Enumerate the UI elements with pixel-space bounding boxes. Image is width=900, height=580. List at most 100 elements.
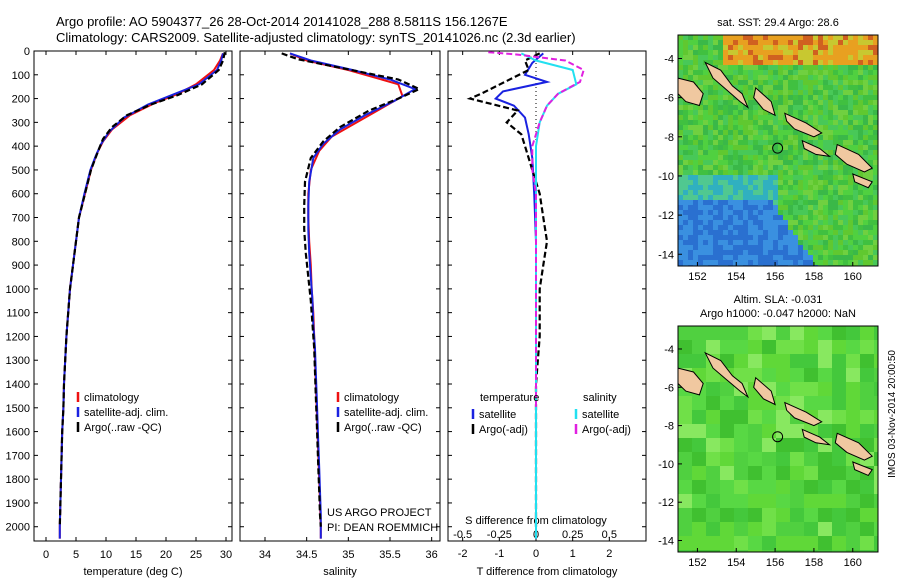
- map-cell: [858, 50, 863, 55]
- map-cell: [853, 95, 858, 100]
- map-sla: [677, 326, 878, 552]
- map-cell: [698, 260, 703, 265]
- map-cell: [748, 95, 753, 100]
- map-cell: [753, 115, 758, 120]
- map-cell: [818, 225, 823, 230]
- map-cell: [863, 205, 868, 210]
- map-cell: [706, 480, 720, 494]
- map-cell: [793, 205, 798, 210]
- map-cell: [720, 536, 734, 550]
- map-cell: [763, 80, 768, 85]
- map-cell: [753, 190, 758, 195]
- map-cell: [688, 240, 693, 245]
- map-cell: [728, 45, 733, 50]
- y-tick-label: 1500: [6, 403, 30, 415]
- map-cell: [678, 260, 683, 265]
- map-cell: [768, 190, 773, 195]
- map-cell: [848, 240, 853, 245]
- map-cell: [788, 45, 793, 50]
- map-cell: [808, 120, 813, 125]
- map-x-tick-label: 156: [766, 557, 784, 569]
- map-cell: [728, 70, 733, 75]
- map-cell: [708, 240, 713, 245]
- map-cell: [693, 40, 698, 45]
- map-cell: [773, 55, 778, 60]
- map-cell: [738, 125, 743, 130]
- map-cell: [873, 140, 878, 145]
- map-cell: [762, 536, 776, 550]
- map-cell: [678, 100, 683, 105]
- map-cell: [818, 424, 832, 438]
- map-cell: [858, 225, 863, 230]
- map-cell: [788, 80, 793, 85]
- map-cell: [688, 145, 693, 150]
- map-y-tick-label: -10: [658, 459, 674, 471]
- map-cell: [793, 140, 798, 145]
- map-cell: [748, 438, 762, 452]
- map-cell: [758, 230, 763, 235]
- map-cell: [743, 225, 748, 230]
- map-cell: [708, 260, 713, 265]
- map-cell: [838, 190, 843, 195]
- x-tick-label: 36: [426, 549, 438, 561]
- map-cell: [818, 354, 832, 368]
- map-cell: [863, 80, 868, 85]
- map-cell: [713, 260, 718, 265]
- map-cell: [843, 145, 848, 150]
- map-cell: [693, 70, 698, 75]
- map-cell: [843, 100, 848, 105]
- map-cell: [692, 354, 706, 368]
- map-cell: [788, 185, 793, 190]
- map-cell: [733, 230, 738, 235]
- map-cell: [823, 180, 828, 185]
- map-cell: [776, 466, 790, 480]
- map-cell: [693, 130, 698, 135]
- map-cell: [813, 245, 818, 250]
- map-cell: [808, 160, 813, 165]
- map-cell: [823, 250, 828, 255]
- map-cell: [773, 175, 778, 180]
- map-cell: [773, 35, 778, 40]
- map-cell: [758, 240, 763, 245]
- map-cell: [858, 70, 863, 75]
- y-tick-label: 600: [12, 189, 30, 201]
- map-cell: [728, 150, 733, 155]
- map-cell: [788, 100, 793, 105]
- map-cell: [706, 466, 720, 480]
- map-cell: [778, 110, 783, 115]
- map-cell: [838, 180, 843, 185]
- map-cell: [763, 120, 768, 125]
- map-cell: [748, 155, 753, 160]
- map-cell: [733, 150, 738, 155]
- map-cell: [698, 160, 703, 165]
- map-cell: [718, 50, 723, 55]
- map-cell: [738, 175, 743, 180]
- map-cell: [688, 140, 693, 145]
- map-cell: [758, 180, 763, 185]
- map-cell: [698, 200, 703, 205]
- map-cell: [838, 170, 843, 175]
- map-cell: [838, 35, 843, 40]
- map-cell: [793, 40, 798, 45]
- map-cell: [783, 70, 788, 75]
- map-cell: [838, 95, 843, 100]
- map-cell: [723, 170, 728, 175]
- map-cell: [833, 255, 838, 260]
- map-cell: [688, 210, 693, 215]
- map-cell: [768, 140, 773, 145]
- header-line-1: Argo profile: AO 5904377_26 28-Oct-2014 …: [56, 14, 508, 29]
- map-cell: [818, 45, 823, 50]
- map-cell: [828, 135, 833, 140]
- map-cell: [808, 250, 813, 255]
- map-cell: [783, 55, 788, 60]
- map-cell: [763, 70, 768, 75]
- map-cell: [838, 120, 843, 125]
- map-cell: [738, 70, 743, 75]
- map-cell: [738, 240, 743, 245]
- map-cell: [823, 115, 828, 120]
- map-sst: [677, 35, 878, 266]
- map-cell: [873, 50, 878, 55]
- map-cell: [688, 155, 693, 160]
- map-cell: [863, 110, 868, 115]
- map-cell: [868, 205, 873, 210]
